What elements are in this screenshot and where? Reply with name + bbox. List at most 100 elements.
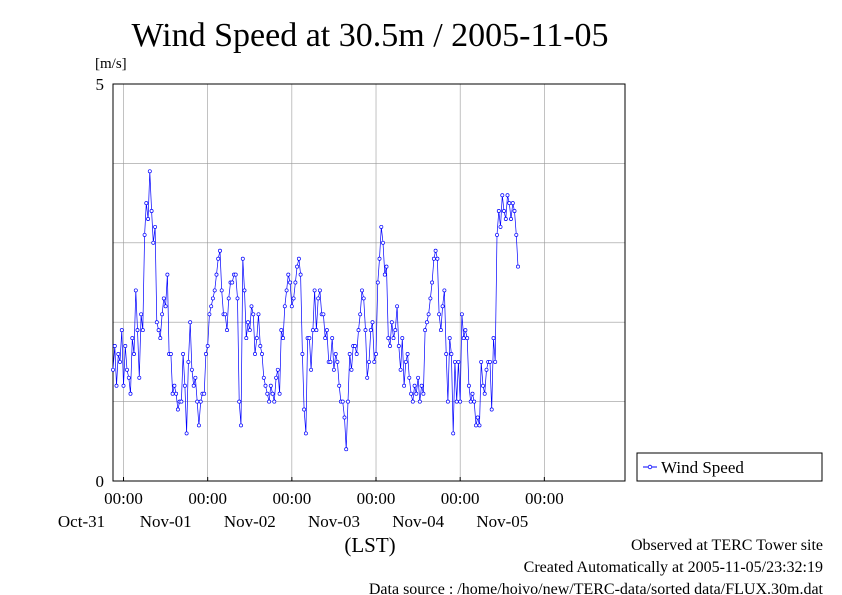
wind-speed-point [433,248,438,253]
wind-speed-point [465,336,470,341]
y-axis-label: [m/s] [95,56,127,72]
x-tick-date-label: Nov-01 [140,512,192,531]
wind-speed-point [172,383,177,388]
wind-speed-point [514,232,519,237]
wind-speed-point [118,359,122,364]
wind-speed-point [189,367,194,372]
wind-speed-point [512,209,517,213]
wind-speed-point [207,312,212,317]
x-tick-date-label: Nov-02 [224,512,276,531]
wind-speed-point [209,304,214,309]
wind-speed-point [240,256,245,261]
wind-speed-point [438,328,443,333]
wind-speed-point [456,359,461,364]
wind-speed-point [395,304,400,309]
wind-speed-point [349,367,354,372]
wind-speed-point [365,375,370,380]
wind-speed-point [416,375,421,380]
wind-speed-point [475,415,480,420]
wind-speed-point [405,352,410,356]
wind-speed-point [314,328,319,333]
wind-speed-point [447,336,452,341]
x-tick-time-label: 00:00 [357,489,396,508]
x-tick-date-label: Nov-03 [308,512,360,531]
wind-speed-point [310,328,315,333]
wind-speed-point [458,399,463,404]
wind-speed-point [509,217,513,221]
wind-speed-point [179,399,184,404]
wind-speed-point [346,399,350,404]
wind-speed-point [289,304,294,309]
wind-speed-point [381,240,385,245]
wind-speed-point [247,328,252,333]
x-tick-time-label: 00:00 [188,489,227,508]
wind-speed-point [379,224,384,229]
wind-speed-point [452,359,457,364]
wind-speed-point [374,352,378,356]
wind-speed-point [230,280,235,285]
chart-title: Wind Speed at 30.5m / 2005-11-05 [131,17,608,54]
wind-speed-point [158,336,163,341]
wind-speed-point [491,336,496,341]
wind-speed-point [400,336,405,341]
plot-frame [112,83,626,482]
wind-speed-point [272,399,277,404]
wind-speed-point [489,407,494,412]
wind-speed-point [170,391,175,396]
wind-speed-point [502,209,506,213]
wind-speed-point [312,288,317,293]
wind-speed-point [154,320,159,325]
wind-speed-point [195,399,200,404]
wind-speed-point [328,359,333,364]
wind-speed-point [498,224,503,229]
x-tick-date-label: Nov-05 [476,512,528,531]
wind-speed-point [472,399,477,404]
wind-speed-point [435,256,440,261]
y-tick-label: 0 [96,472,105,491]
wind-speed-point [430,280,435,285]
wind-speed-point [168,352,173,356]
wind-speed-point [342,415,347,420]
wind-speed-point [361,296,366,301]
wind-speed-point [423,328,428,333]
wind-speed-point [316,296,321,301]
wind-speed-point [477,423,482,428]
wind-speed-point [181,352,186,356]
wind-speed-point [375,280,380,285]
wind-speed-point [218,248,222,253]
y-tick-label: 5 [96,75,105,94]
wind-speed-point [226,296,231,301]
wind-speed-point [412,383,417,388]
legend-box [636,452,823,482]
wind-speed-point [135,328,140,333]
wind-speed-point [165,272,170,277]
x-axis-ticks: 00:00 Oct-31 00:00 Nov-01 00:00 Nov-02 00:00 No… [58,477,564,531]
wind-speed-point [335,359,340,364]
wind-speed-point [510,201,515,206]
wind-speed-point [184,431,189,436]
wind-speed-point [147,169,152,174]
wind-speed-point [144,201,149,206]
wind-speed-point [282,304,287,309]
wind-speed-point [330,336,335,341]
wind-speed-point [377,256,382,261]
wind-speed-point [119,328,124,333]
wind-speed-point [246,320,250,325]
wind-speed-point [414,391,419,396]
wind-speed-point [474,423,478,428]
x-tick-date-label: Oct-31 [58,512,105,531]
wind-speed-point [300,352,305,356]
wind-speed-point [444,352,449,356]
wind-speed-point [254,336,259,341]
wind-speed-point [449,352,454,356]
footer-site-note: Observed at TERC Tower site [631,537,823,554]
wind-speed-point [146,217,151,221]
wind-speed-point [507,201,512,206]
x-axis-label: (LST) [344,533,395,557]
wind-speed-point [323,336,328,341]
wind-speed-point [382,272,387,277]
wind-speed-point [303,431,308,436]
wind-speed-point [188,320,193,325]
wind-speed-point [114,383,119,388]
wind-speed-point [431,256,436,261]
